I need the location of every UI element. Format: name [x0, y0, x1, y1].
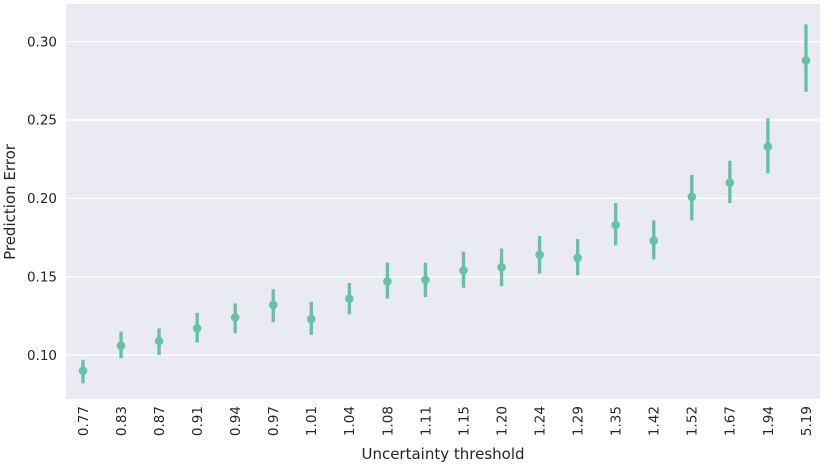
x-tick-label: 0.91	[190, 406, 206, 436]
data-point	[268, 300, 278, 310]
x-tick-labels: 0.77 0.83 0.87 0.91 0.94 0.97 1.01 1.04 1.08 1.11…	[76, 406, 815, 436]
x-tick-label: 1.20	[494, 406, 510, 436]
gridlines	[66, 40, 820, 356]
data-point	[307, 314, 316, 324]
data-point	[192, 324, 202, 333]
x-tick-label: 1.04	[342, 406, 358, 436]
x-tick-label: 1.29	[571, 406, 587, 436]
y-tick-label: 0.10	[27, 348, 57, 364]
data-point	[649, 236, 659, 245]
plot-area	[66, 4, 820, 399]
y-tick-label: 0.15	[27, 269, 57, 285]
data-point	[801, 56, 811, 65]
x-tick-label: 1.01	[304, 406, 320, 436]
y-axis-label: Prediction Error	[1, 143, 19, 260]
data-point	[725, 178, 735, 187]
x-tick-label: 1.15	[456, 406, 472, 436]
data-point	[345, 294, 354, 303]
data-points	[78, 56, 811, 376]
data-point	[116, 341, 126, 351]
data-point	[687, 192, 697, 202]
data-point	[421, 275, 430, 285]
y-tick-label: 0.30	[27, 34, 57, 50]
x-tick-label: 1.52	[685, 406, 701, 436]
x-tick-label: 0.94	[228, 406, 244, 436]
x-tick-label: 0.77	[76, 406, 92, 436]
x-tick-label: 1.11	[418, 406, 434, 436]
data-point	[383, 277, 392, 286]
data-point	[78, 366, 88, 376]
data-point	[535, 250, 544, 260]
x-tick-label: 1.94	[761, 406, 777, 436]
x-tick-label: 1.24	[532, 406, 548, 436]
x-tick-label: 1.67	[723, 406, 739, 436]
data-point	[573, 253, 582, 263]
x-tick-label: 0.87	[152, 406, 168, 436]
data-point	[459, 266, 468, 275]
x-tick-label: 1.42	[647, 406, 663, 436]
x-axis-label: Uncertainty threshold	[361, 445, 524, 463]
x-tick-label: 1.35	[609, 406, 625, 436]
data-point	[497, 263, 506, 272]
y-tick-label: 0.25	[27, 113, 57, 129]
data-point	[611, 220, 620, 230]
x-tick-label: 0.83	[114, 406, 130, 436]
y-tick-labels: 0.10 0.15 0.20 0.25 0.30	[27, 34, 57, 363]
y-tick-label: 0.20	[27, 191, 57, 207]
x-tick-label: 1.08	[380, 406, 396, 436]
x-tick-label: 0.97	[266, 406, 282, 436]
x-tick-label: 5.19	[799, 406, 815, 436]
data-point	[230, 313, 240, 322]
data-point	[154, 336, 164, 346]
data-point	[763, 142, 773, 151]
